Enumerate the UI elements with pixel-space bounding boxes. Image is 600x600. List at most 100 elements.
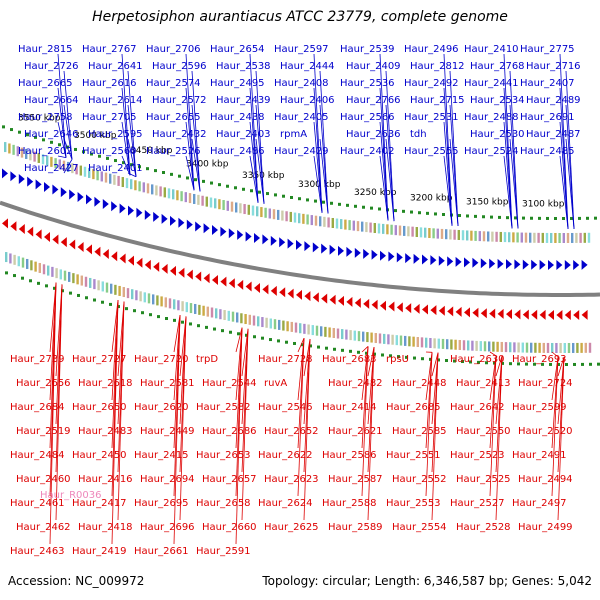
reverse-gene-label: trpD	[196, 354, 218, 365]
forward-gene-leader	[443, 121, 453, 226]
reverse-gene-arrow	[10, 221, 17, 232]
reverse-gene-leader	[557, 356, 565, 377]
forward-gene-label: Haur_2641	[88, 61, 143, 72]
reverse-gene-label: Haur_2652	[264, 426, 319, 437]
tick-mark	[149, 313, 152, 317]
feature-band-inner	[189, 303, 193, 314]
reverse-gene-arrow	[573, 309, 580, 320]
feature-band-outer	[386, 224, 389, 235]
scale-label: 3150 kbp	[466, 197, 509, 207]
feature-band-outer	[172, 189, 175, 200]
tick-mark	[101, 300, 104, 304]
forward-gene-label: tdh	[410, 129, 427, 140]
feature-band-inner	[504, 342, 508, 353]
feature-band-outer	[398, 225, 402, 236]
reverse-gene-leader	[235, 327, 243, 353]
forward-gene-label: Haur_2487	[526, 129, 581, 140]
forward-gene-label: Haur_2526	[146, 146, 201, 157]
feature-band-outer	[67, 161, 70, 172]
tick-mark	[202, 179, 205, 183]
feature-band-inner	[324, 326, 327, 337]
feature-band-inner	[143, 292, 146, 303]
tick-mark	[98, 154, 101, 158]
reverse-gene-arrow	[270, 285, 277, 296]
forward-gene-arrow	[170, 215, 176, 226]
reverse-gene-arrow	[564, 309, 571, 320]
tick-mark	[397, 355, 400, 359]
reverse-gene-label: Haur_2618	[78, 378, 133, 389]
feature-band-inner	[479, 341, 482, 352]
tick-mark	[501, 361, 504, 365]
forward-gene-arrow	[338, 245, 344, 256]
reverse-gene-arrow	[312, 292, 319, 303]
tick-mark	[421, 357, 424, 361]
feature-band-inner	[488, 341, 491, 352]
forward-gene-arrow	[237, 229, 244, 240]
feature-band-outer	[222, 200, 225, 211]
feature-band-outer	[92, 169, 95, 180]
feature-band-inner	[534, 342, 537, 353]
reverse-gene-label: Haur_2551	[386, 450, 441, 461]
feature-band-inner	[139, 291, 142, 302]
tick-mark	[282, 194, 285, 198]
tick-mark	[261, 336, 264, 340]
feature-band-outer	[243, 204, 246, 215]
tick-mark	[245, 333, 248, 337]
reverse-gene-arrow	[228, 278, 235, 289]
forward-gene-arrow	[10, 171, 17, 182]
reverse-gene-leader	[297, 337, 305, 353]
tick-mark	[573, 362, 576, 366]
tick-mark	[229, 330, 232, 334]
feature-band-inner	[437, 338, 440, 349]
tick-mark	[405, 355, 408, 359]
forward-gene-arrow	[514, 259, 521, 270]
feature-band-inner	[252, 315, 256, 326]
tick-mark	[498, 215, 501, 219]
forward-gene-label: Haur_2492	[404, 78, 459, 89]
tick-mark	[365, 351, 368, 355]
forward-gene-leader	[443, 87, 453, 226]
feature-band-outer	[251, 205, 255, 216]
reverse-gene-label: Haur_2658	[196, 498, 251, 509]
reverse-gene-label: Haur_2630	[450, 354, 505, 365]
reverse-gene-label: Haur_2624	[258, 498, 313, 509]
tick-mark	[221, 329, 224, 333]
reverse-gene-arrow	[237, 279, 244, 290]
forward-gene-label: Haur_2560	[82, 146, 137, 157]
forward-gene-arrow	[35, 179, 42, 190]
reverse-gene-leader	[179, 316, 187, 377]
genome-backbone	[0, 200, 600, 297]
feature-band-inner	[156, 295, 159, 306]
forward-gene-label: Haur_2539	[340, 44, 395, 55]
tick-mark	[61, 289, 64, 293]
tick-mark	[373, 352, 376, 356]
reverse-gene-label: Haur_2589	[328, 522, 383, 533]
feature-band-inner	[240, 313, 243, 324]
feature-band-inner	[34, 261, 37, 272]
feature-band-inner	[202, 305, 205, 316]
tick-mark	[213, 327, 216, 331]
tick-mark	[50, 140, 53, 144]
tick-mark	[306, 198, 309, 202]
feature-band-inner	[135, 290, 138, 301]
reverse-gene-arrow	[388, 301, 395, 312]
tick-mark	[130, 163, 133, 167]
reverse-gene-arrow	[363, 298, 370, 309]
feature-band-outer	[382, 223, 385, 234]
feature-band-inner	[51, 266, 54, 277]
feature-band-outer	[335, 218, 339, 229]
feature-band-inner	[483, 341, 487, 352]
forward-gene-label: Haur_2616	[82, 78, 137, 89]
forward-gene-leader	[121, 121, 131, 176]
reverse-gene-arrow	[405, 303, 412, 314]
scale-label: 3100 kbp	[522, 200, 565, 210]
feature-band-outer	[214, 198, 217, 209]
forward-gene-leader	[255, 70, 265, 204]
reverse-gene-label: Haur_2462	[16, 522, 71, 533]
tick-mark	[565, 362, 568, 366]
feature-band-inner	[76, 274, 79, 285]
forward-gene-label: Haur_2530	[470, 129, 525, 140]
reverse-gene-leader	[489, 355, 497, 401]
forward-gene-arrow	[422, 254, 428, 265]
reverse-gene-leader	[235, 327, 243, 545]
